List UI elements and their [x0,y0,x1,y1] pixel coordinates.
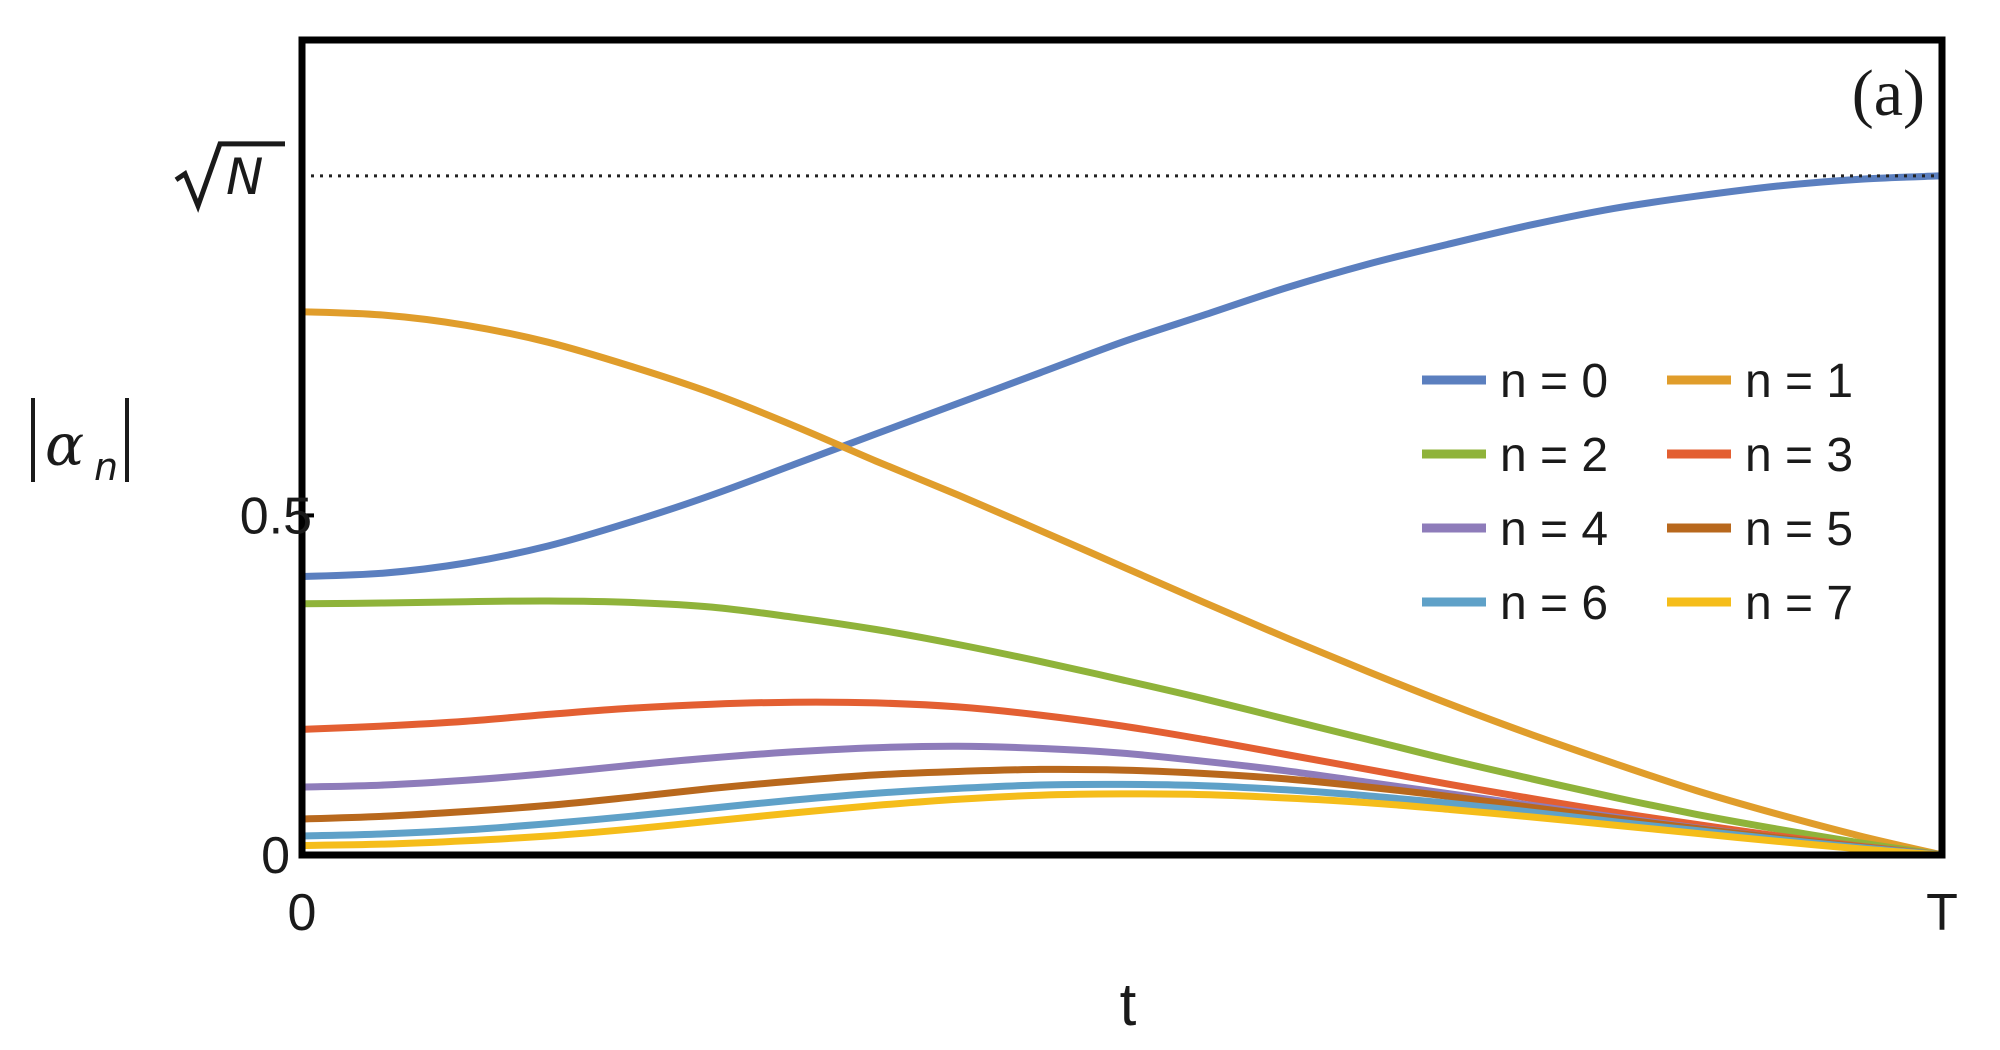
tick-layer: 0 0.5 0 T [240,487,1958,942]
legend: n = 0 n = 1 n = 2 n = 3 n = 4 n = 5 n = 6 n = 7 [1422,355,1853,630]
y-axis-label-subscript: n [94,445,118,489]
panel-label: (a) [1852,57,1925,130]
y-axis-label-main: α [45,411,84,479]
sqrt-sign-icon [174,141,285,213]
legend-label: n = 5 [1745,503,1853,556]
series-line-n1 [298,308,1946,859]
plot-frame [298,36,1946,859]
x-tick-label: T [1926,884,1958,942]
legend-label: n = 4 [1500,503,1608,556]
legend-label: n = 3 [1745,429,1853,482]
legend-label: n = 0 [1500,355,1608,408]
series-line-n2 [298,597,1946,859]
series-line-n0 [298,172,1946,580]
y-tick-label: 0 [261,827,290,885]
legend-label: n = 1 [1745,355,1853,408]
sqrt-n-label: N [174,141,285,213]
x-axis-label: t [1120,971,1137,1038]
legend-label: n = 6 [1500,577,1608,630]
x-tick-label: 0 [288,884,317,942]
y-axis-label: α n [31,398,129,489]
sqrt-n-text: N [226,148,263,206]
y-tick-label: 0.5 [240,487,312,545]
series-layer [298,172,1946,859]
series-line-n7 [298,790,1946,859]
series-line-n3 [298,698,1946,859]
legend-label: n = 2 [1500,429,1608,482]
legend-label: n = 7 [1745,577,1853,630]
